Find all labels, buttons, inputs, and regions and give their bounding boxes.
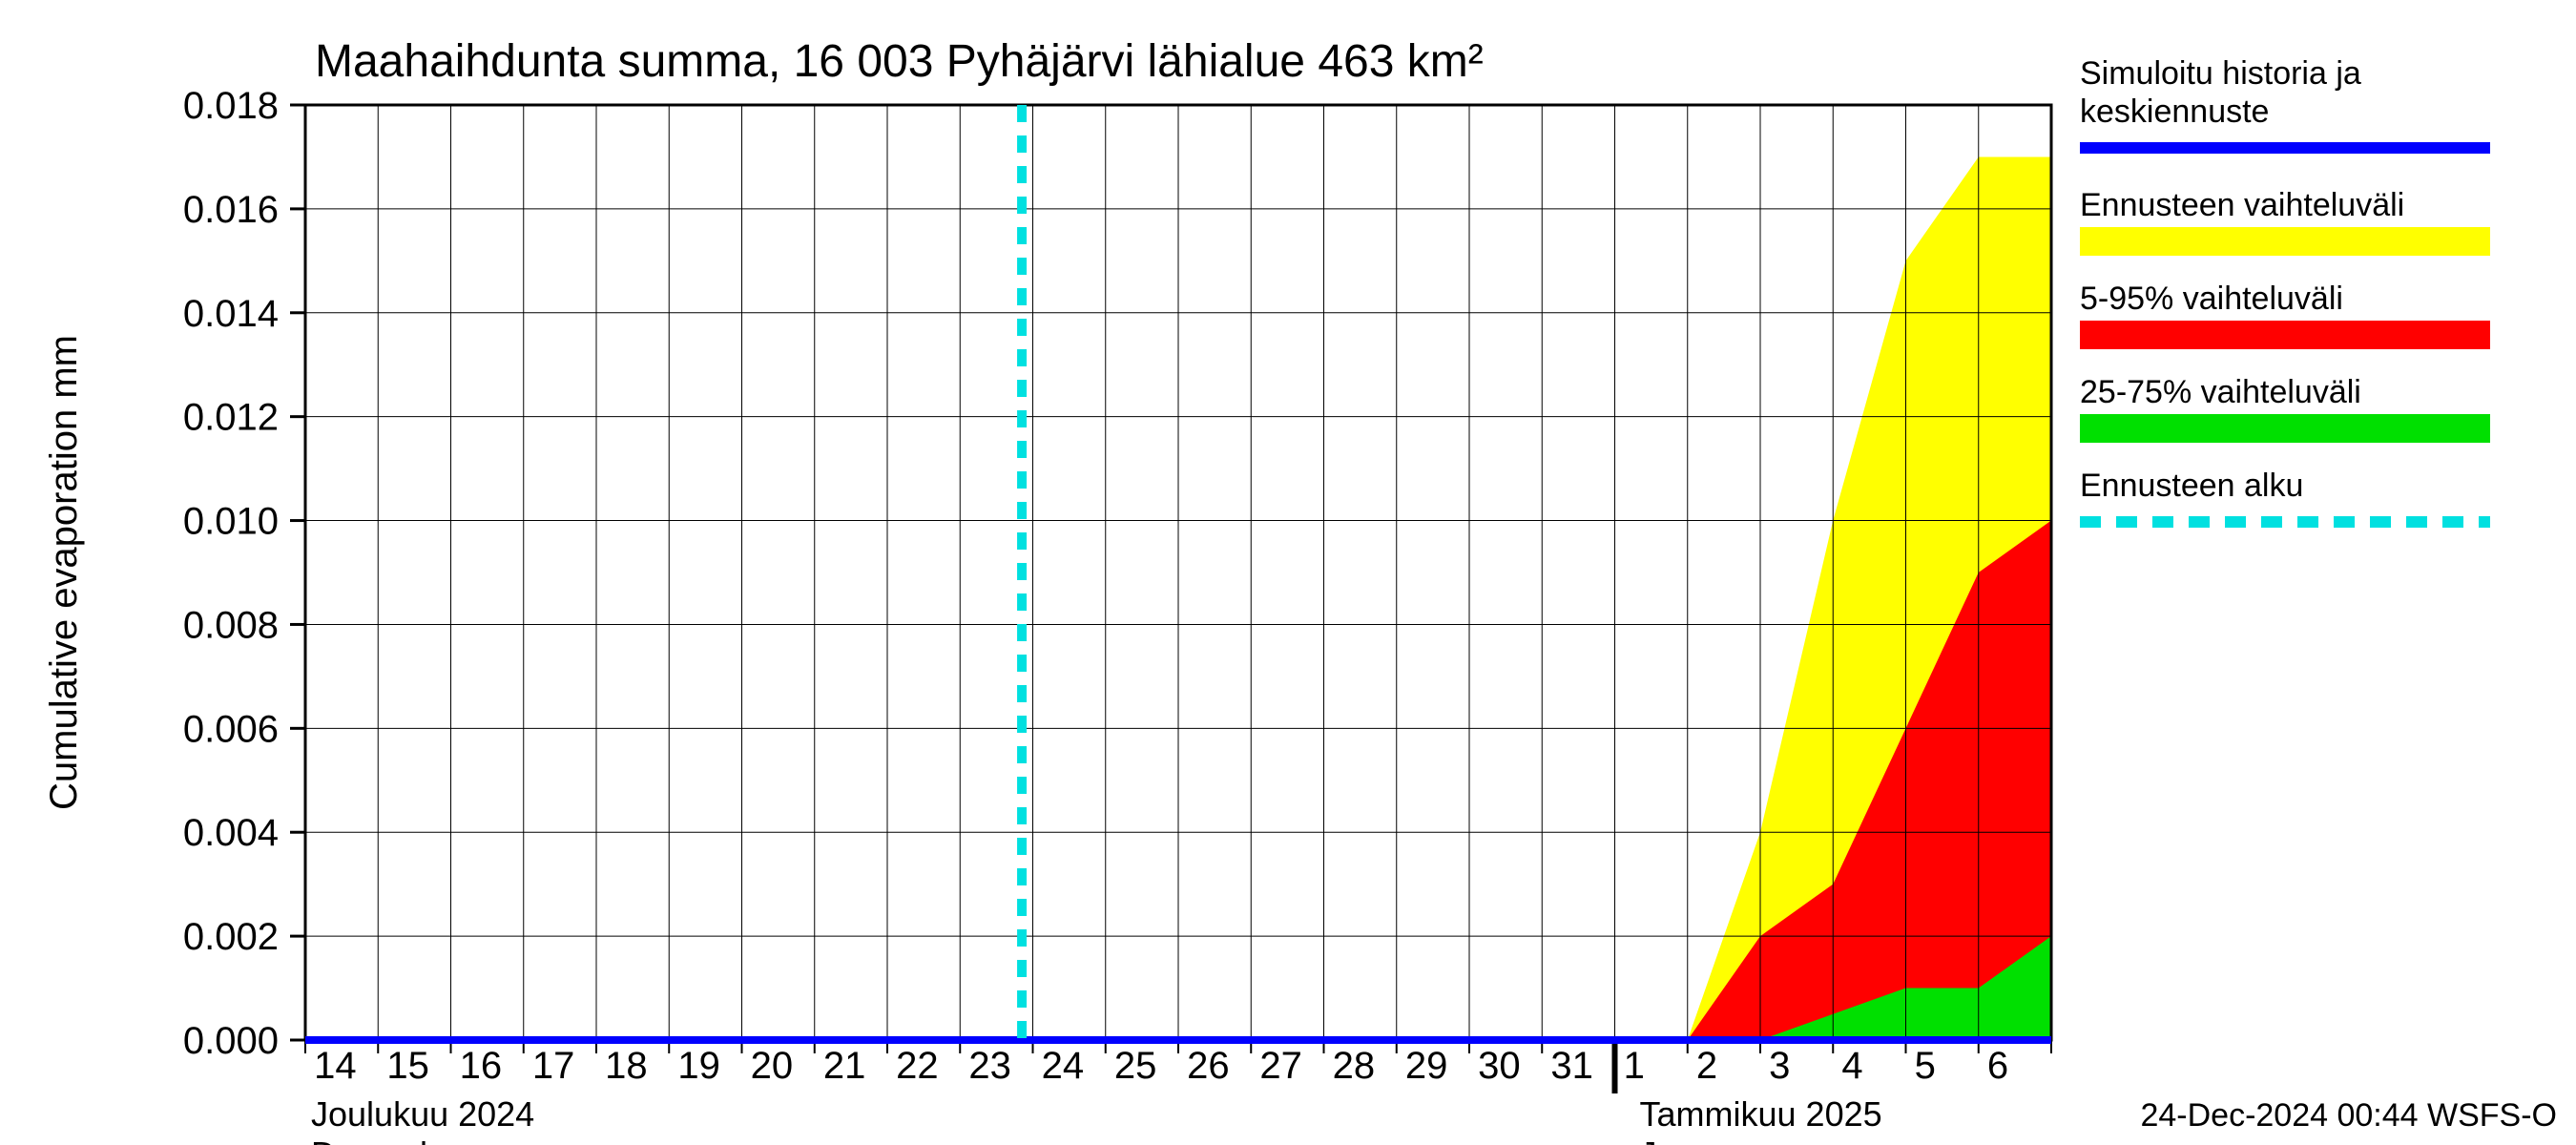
legend-swatch <box>2080 414 2490 443</box>
xtick-label: 24 <box>1042 1045 1085 1087</box>
y-axis-label: Cumulative evaporation mm <box>43 335 85 810</box>
month-right-bottom: January <box>1640 1135 1762 1145</box>
xtick-label: 29 <box>1405 1045 1448 1087</box>
ytick-label: 0.014 <box>183 293 279 335</box>
legend-label: keskiennuste <box>2080 94 2269 130</box>
chart-title: Maahaihdunta summa, 16 003 Pyhäjärvi läh… <box>315 36 1484 87</box>
xtick-label: 5 <box>1915 1045 1936 1087</box>
xtick-label: 18 <box>605 1045 648 1087</box>
legend-swatch <box>2080 321 2490 349</box>
ytick-label: 0.000 <box>183 1020 279 1062</box>
xtick-label: 19 <box>677 1045 720 1087</box>
legend-label: Simuloitu historia ja <box>2080 55 2361 92</box>
ytick-label: 0.010 <box>183 501 279 543</box>
xtick-label: 28 <box>1333 1045 1376 1087</box>
xtick-label: 4 <box>1841 1045 1862 1087</box>
ytick-label: 0.016 <box>183 189 279 231</box>
xtick-label: 6 <box>1987 1045 2008 1087</box>
xtick-label: 27 <box>1259 1045 1302 1087</box>
xtick-label: 17 <box>532 1045 575 1087</box>
xtick-label: 20 <box>751 1045 794 1087</box>
xtick-label: 25 <box>1114 1045 1157 1087</box>
month-right-top: Tammikuu 2025 <box>1640 1094 1882 1134</box>
xtick-label: 16 <box>460 1045 503 1087</box>
legend-label: Ennusteen alku <box>2080 468 2303 504</box>
legend-label: 25-75% vaihteluväli <box>2080 374 2361 410</box>
ytick-label: 0.006 <box>183 708 279 750</box>
chart-container: 0.000 0.002 0.004 0.006 0.008 0.010 0.012 0.014… <box>0 0 2576 1145</box>
legend-swatch <box>2080 227 2490 256</box>
xtick-label: 21 <box>823 1045 866 1087</box>
xtick-label: 3 <box>1769 1045 1790 1087</box>
month-left-bottom: December <box>311 1135 469 1145</box>
xtick-label: 23 <box>968 1045 1011 1087</box>
ytick-label: 0.012 <box>183 397 279 439</box>
footer-text: 24-Dec-2024 00:44 WSFS-O <box>2140 1097 2557 1134</box>
xtick-label: 31 <box>1550 1045 1593 1087</box>
xtick-label: 22 <box>896 1045 939 1087</box>
xtick-label: 30 <box>1478 1045 1521 1087</box>
ytick-label: 0.002 <box>183 916 279 958</box>
legend-label: 5-95% vaihteluväli <box>2080 281 2343 317</box>
xtick-label: 14 <box>314 1045 357 1087</box>
ytick-label: 0.018 <box>183 85 279 127</box>
xtick-label: 2 <box>1696 1045 1717 1087</box>
xtick-label: 1 <box>1624 1045 1645 1087</box>
ytick-label: 0.004 <box>183 812 279 854</box>
month-left-top: Joulukuu 2024 <box>311 1094 534 1134</box>
chart-svg: 0.000 0.002 0.004 0.006 0.008 0.010 0.012 0.014… <box>0 0 2576 1145</box>
legend-label: Ennusteen vaihteluväli <box>2080 187 2404 223</box>
xtick-label: 26 <box>1187 1045 1230 1087</box>
xtick-label: 15 <box>386 1045 429 1087</box>
ytick-label: 0.008 <box>183 604 279 646</box>
